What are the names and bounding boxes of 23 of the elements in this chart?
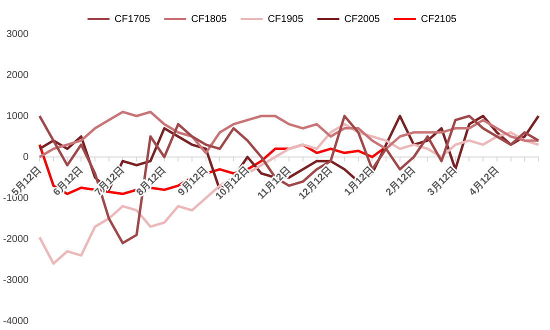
legend-label: CF1905 xyxy=(268,14,304,25)
y-tick-label: -4000 xyxy=(3,316,30,327)
y-tick-label: -3000 xyxy=(3,274,30,286)
legend-label: CF2105 xyxy=(420,14,457,25)
legend-label: CF1705 xyxy=(114,14,151,25)
y-tick-label: 1000 xyxy=(6,110,30,122)
x-tick-label: 4月12日 xyxy=(467,164,501,198)
y-tick-label: 0 xyxy=(23,152,30,163)
x-tick-label: 7月12日 xyxy=(93,164,127,198)
x-tick-label: 3月12日 xyxy=(426,164,460,198)
x-tick-label: 2月12日 xyxy=(384,164,418,198)
y-tick-label: 2000 xyxy=(6,70,30,81)
x-tick-label: 9月12日 xyxy=(176,164,210,198)
x-tick-label: 11月12日 xyxy=(256,164,294,202)
x-tick-label: 6月12日 xyxy=(52,164,86,198)
y-tick-label: -2000 xyxy=(3,234,30,245)
x-tick-label: 12月12日 xyxy=(297,164,335,202)
x-tick-label: 1月12日 xyxy=(342,164,376,198)
y-tick-label: 3000 xyxy=(6,28,30,40)
legend-label: CF1805 xyxy=(191,14,228,25)
x-tick-label: 10月12日 xyxy=(214,164,252,202)
x-tick-label: 8月12日 xyxy=(134,164,168,198)
legend-label: CF2005 xyxy=(344,14,380,25)
